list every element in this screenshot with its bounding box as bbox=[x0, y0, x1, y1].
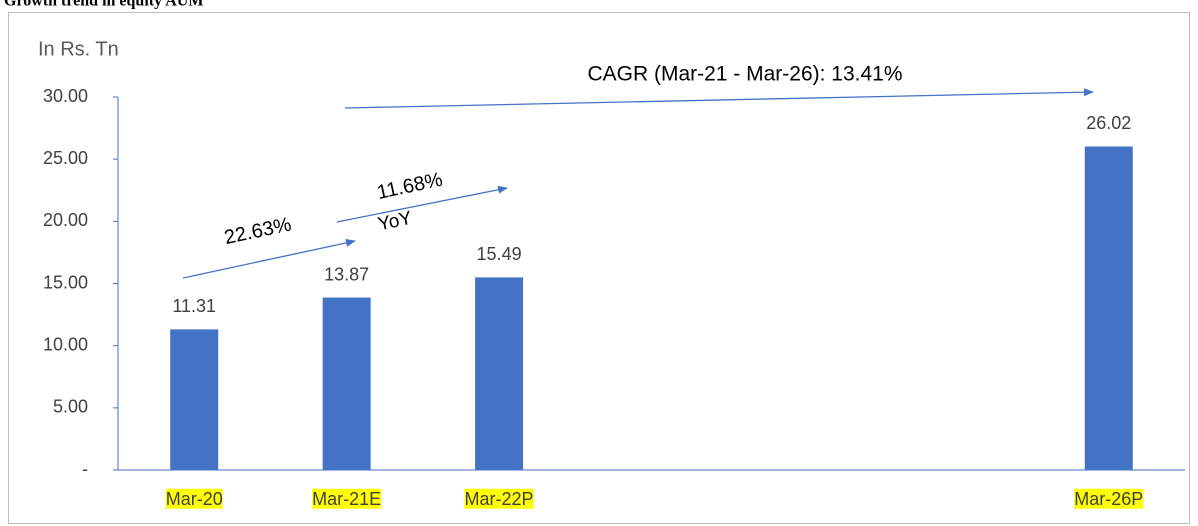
y-tick-label: 25.00 bbox=[43, 148, 88, 168]
label-highlight bbox=[1074, 488, 1144, 509]
annotation: YoY bbox=[376, 208, 414, 236]
annotation: CAGR (Mar-21 - Mar-26): 13.41% bbox=[587, 63, 902, 86]
bar bbox=[170, 329, 219, 470]
data-label: 13.87 bbox=[324, 264, 369, 284]
y-tick-label: - bbox=[82, 459, 88, 479]
yoy-arrow bbox=[182, 238, 356, 279]
y-axis-label: In Rs. Tn bbox=[38, 38, 119, 60]
data-label: 11.31 bbox=[172, 296, 216, 316]
x-tick-label: Mar-26P bbox=[1074, 489, 1143, 509]
x-tick-label: Mar-20 bbox=[166, 489, 223, 509]
annotation: 11.68% bbox=[375, 169, 445, 204]
y-tick-label: 15.00 bbox=[43, 272, 88, 292]
yoy-arrow bbox=[336, 185, 508, 223]
bar bbox=[475, 277, 524, 470]
bar bbox=[1084, 146, 1133, 470]
y-tick-label: 5.00 bbox=[53, 397, 88, 417]
chart-title: Growth trend in equity AUM bbox=[4, 0, 203, 10]
cagr-arrow bbox=[344, 88, 1094, 109]
x-tick-label: Mar-22P bbox=[465, 489, 534, 509]
label-highlight bbox=[464, 488, 534, 509]
x-tick-label: Mar-21E bbox=[312, 489, 381, 509]
annotation: 22.63% bbox=[222, 213, 293, 249]
data-label: 26.02 bbox=[1086, 113, 1131, 133]
bar bbox=[322, 297, 371, 470]
y-tick-label: 20.00 bbox=[43, 210, 88, 230]
y-tick-label: 30.00 bbox=[43, 86, 88, 106]
label-highlight bbox=[165, 488, 223, 509]
label-highlight bbox=[312, 488, 382, 509]
data-label: 15.49 bbox=[477, 244, 522, 264]
chart-border bbox=[8, 12, 1190, 524]
y-tick-label: 10.00 bbox=[43, 334, 88, 354]
